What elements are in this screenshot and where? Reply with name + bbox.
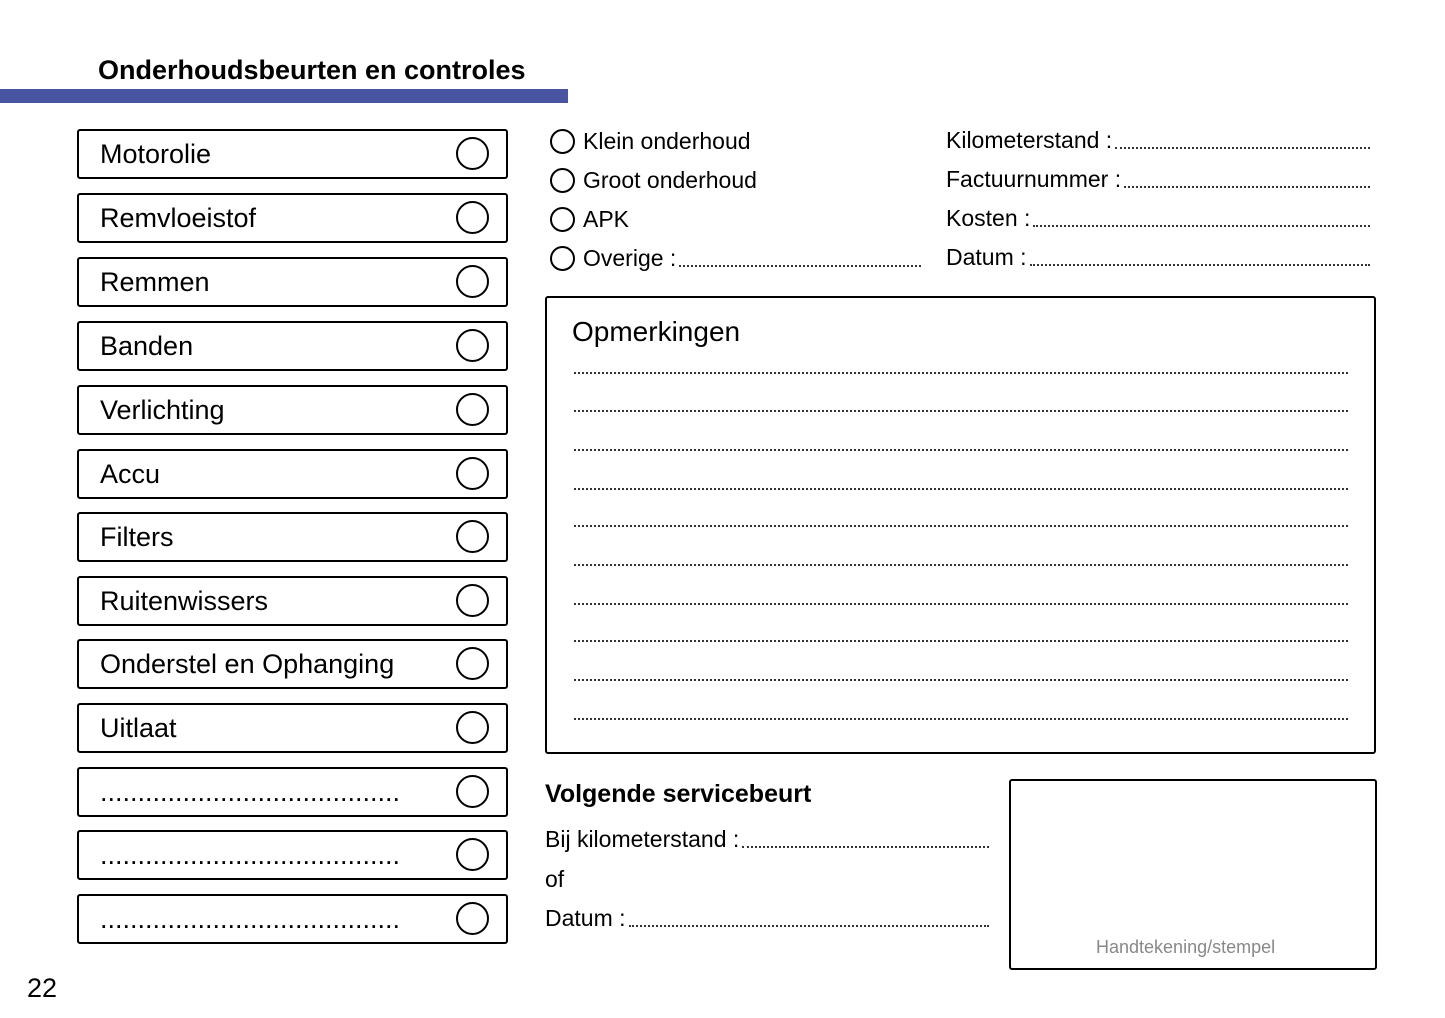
radio-circle[interactable] <box>550 129 575 154</box>
field-label: Datum : <box>946 244 1027 270</box>
remarks-line[interactable] <box>574 372 1348 374</box>
next-service-title: Volgende servicebeurt <box>545 780 812 808</box>
checklist-label: ........................................ <box>100 904 401 934</box>
checklist-label: Uitlaat <box>100 713 177 743</box>
checkbox-circle[interactable] <box>456 137 489 170</box>
checkbox-circle[interactable] <box>456 457 489 490</box>
checklist-item: Accu <box>77 449 508 499</box>
remarks-title: Opmerkingen <box>572 316 741 347</box>
checklist-item: Motorolie <box>77 129 508 179</box>
checklist-label: Remmen <box>100 267 210 297</box>
checklist-label: Onderstel en Ophanging <box>100 649 395 679</box>
checklist-item: Verlichting <box>77 385 508 435</box>
radio-circle[interactable] <box>550 168 575 193</box>
checkbox-circle[interactable] <box>456 584 489 617</box>
checklist-item: Filters <box>77 512 508 562</box>
page-number: 22 <box>27 973 58 1003</box>
radio-circle[interactable] <box>550 207 575 232</box>
checklist-item: Ruitenwissers <box>77 576 508 626</box>
remarks-line[interactable] <box>574 640 1348 642</box>
service-type-option[interactable]: Overige : <box>550 245 921 272</box>
checkbox-circle[interactable] <box>456 902 489 935</box>
option-label: Overige : <box>583 245 677 271</box>
checklist-label: Accu <box>100 459 161 489</box>
checkbox-circle[interactable] <box>456 201 489 234</box>
checklist-label: Banden <box>100 331 194 361</box>
field-input[interactable] <box>1033 225 1370 227</box>
option-label: Groot onderhoud <box>583 167 757 193</box>
checklist-item: Onderstel en Ophanging <box>77 639 508 689</box>
field-input[interactable] <box>1029 264 1370 266</box>
other-input[interactable] <box>679 265 921 267</box>
checklist-label: Ruitenwissers <box>100 586 269 616</box>
checkbox-circle[interactable] <box>456 329 489 362</box>
option-label: APK <box>583 206 630 232</box>
page-title: Onderhoudsbeurten en controles <box>98 55 526 85</box>
field-label: Kilometerstand : <box>946 127 1113 153</box>
service-type-option[interactable]: Groot onderhoud <box>550 167 757 194</box>
title-bar <box>0 89 568 103</box>
service-field[interactable]: Factuurnummer : <box>946 166 1370 193</box>
service-field[interactable]: Kilometerstand : <box>946 127 1370 154</box>
checkbox-circle[interactable] <box>456 393 489 426</box>
checklist-item: Remvloeistof <box>77 193 508 243</box>
checklist-label: Filters <box>100 522 174 552</box>
service-field[interactable]: Datum : <box>946 244 1370 271</box>
or-label: of <box>545 866 565 892</box>
signature-box[interactable] <box>1009 779 1377 970</box>
option-label: Klein onderhoud <box>583 128 751 154</box>
checklist-label: Motorolie <box>100 139 212 169</box>
checkbox-circle[interactable] <box>456 647 489 680</box>
remarks-line[interactable] <box>574 410 1348 412</box>
next-date-input[interactable] <box>628 925 989 927</box>
checklist-item: Uitlaat <box>77 703 508 753</box>
checkbox-circle[interactable] <box>456 520 489 553</box>
checklist-item: Remmen <box>77 257 508 307</box>
next-km-label: Bij kilometerstand : <box>545 826 740 852</box>
field-input[interactable] <box>1124 186 1370 188</box>
remarks-line[interactable] <box>574 449 1348 451</box>
service-type-option[interactable]: APK <box>550 206 629 233</box>
signature-label: Handtekening/stempel <box>1096 937 1276 957</box>
remarks-line[interactable] <box>574 718 1348 720</box>
checkbox-circle[interactable] <box>456 265 489 298</box>
checklist-label: ........................................ <box>100 840 401 870</box>
checklist-label: ........................................ <box>100 777 401 807</box>
next-km-field[interactable]: Bij kilometerstand : <box>545 826 989 853</box>
remarks-box <box>545 296 1376 754</box>
service-type-option[interactable]: Klein onderhoud <box>550 128 751 155</box>
remarks-line[interactable] <box>574 603 1348 605</box>
checkbox-circle[interactable] <box>456 775 489 808</box>
checklist-label: Verlichting <box>100 395 225 425</box>
remarks-line[interactable] <box>574 525 1348 527</box>
field-label: Kosten : <box>946 205 1031 231</box>
checklist-item: ........................................ <box>77 767 508 817</box>
radio-circle[interactable] <box>550 246 575 271</box>
checkbox-circle[interactable] <box>456 838 489 871</box>
field-label: Factuurnummer : <box>946 166 1122 192</box>
next-date-field[interactable]: Datum : <box>545 905 989 932</box>
next-date-label: Datum : <box>545 905 626 931</box>
checklist-item: ........................................ <box>77 894 508 944</box>
service-field[interactable]: Kosten : <box>946 205 1370 232</box>
remarks-line[interactable] <box>574 488 1348 490</box>
checklist-item: Banden <box>77 321 508 371</box>
next-km-input[interactable] <box>742 846 989 848</box>
remarks-line[interactable] <box>574 564 1348 566</box>
field-input[interactable] <box>1115 147 1370 149</box>
checklist-label: Remvloeistof <box>100 203 257 233</box>
remarks-line[interactable] <box>574 679 1348 681</box>
checkbox-circle[interactable] <box>456 711 489 744</box>
checklist-item: ........................................ <box>77 830 508 880</box>
